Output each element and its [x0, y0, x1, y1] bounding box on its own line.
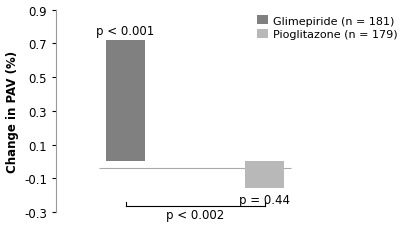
- Text: p = 0.44: p = 0.44: [239, 193, 290, 206]
- Bar: [245, 162, 284, 189]
- Y-axis label: Change in PAV (%): Change in PAV (%): [6, 51, 18, 172]
- Text: p < 0.002: p < 0.002: [166, 208, 224, 221]
- Bar: [106, 41, 145, 162]
- Text: p < 0.001: p < 0.001: [97, 25, 155, 37]
- Legend: Glimepiride (n = 181), Pioglitazone (n = 179): Glimepiride (n = 181), Pioglitazone (n =…: [256, 16, 398, 40]
